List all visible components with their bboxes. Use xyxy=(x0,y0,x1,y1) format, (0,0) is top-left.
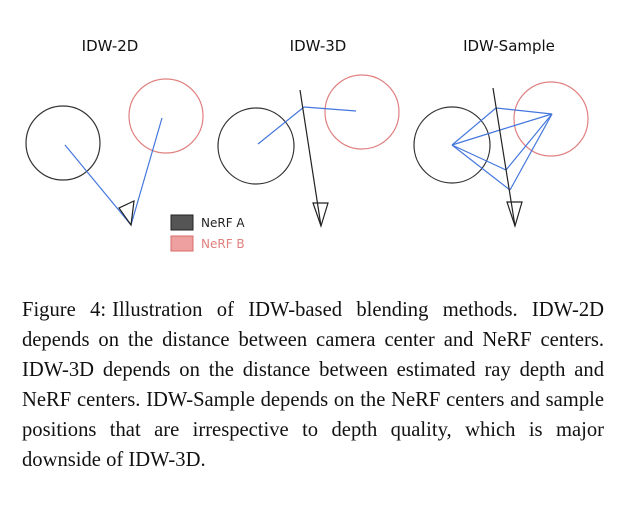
camera-ray xyxy=(492,87,516,227)
panel-title-idw-3d: IDW-3D xyxy=(290,37,347,55)
nerf-a-circle xyxy=(413,106,491,184)
nerf-b-circle xyxy=(128,78,204,154)
nerf-a-circle xyxy=(217,107,295,185)
camera-icon xyxy=(312,202,329,228)
caption-label: Figure 4: xyxy=(22,299,107,321)
legend-label-nerf-b: NeRF B xyxy=(201,237,245,251)
distance-line-to-nerf-a xyxy=(64,144,132,226)
distance-line-to-nerf-a xyxy=(257,106,305,145)
legend-label-nerf-a: NeRF A xyxy=(201,216,245,230)
legend-swatch-nerf-a xyxy=(170,214,194,231)
figure-caption: Figure 4: Illustration of IDW-based blend… xyxy=(22,295,604,475)
nerf-b-circle xyxy=(513,81,589,157)
panel-idw-3d: IDW-3D xyxy=(217,37,400,228)
nerf-a-circle xyxy=(25,105,101,181)
camera-icon xyxy=(506,201,523,229)
distance-line-to-nerf-b xyxy=(130,117,163,226)
panel-title-idw-sample: IDW-Sample xyxy=(463,37,555,55)
panel-idw-sample: IDW-Sample xyxy=(413,37,589,229)
panel-idw-2d: IDW-2D xyxy=(25,37,204,227)
distance-line-to-nerf-b xyxy=(303,106,357,112)
nerf-b-circle xyxy=(324,74,400,150)
panel-title-idw-2d: IDW-2D xyxy=(82,37,139,55)
legend: NeRF A NeRF B xyxy=(170,214,245,252)
idw-blending-figure: IDW-2D IDW-3D IDW-Sample xyxy=(25,37,589,252)
sample-lines xyxy=(451,107,553,191)
caption-text: Illustration of IDW-based blending metho… xyxy=(22,299,604,471)
camera-ray xyxy=(299,89,322,227)
camera-icon xyxy=(118,199,135,227)
legend-swatch-nerf-b xyxy=(170,235,194,252)
